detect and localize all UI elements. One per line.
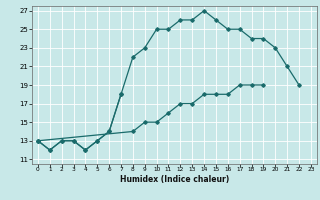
X-axis label: Humidex (Indice chaleur): Humidex (Indice chaleur) xyxy=(120,175,229,184)
